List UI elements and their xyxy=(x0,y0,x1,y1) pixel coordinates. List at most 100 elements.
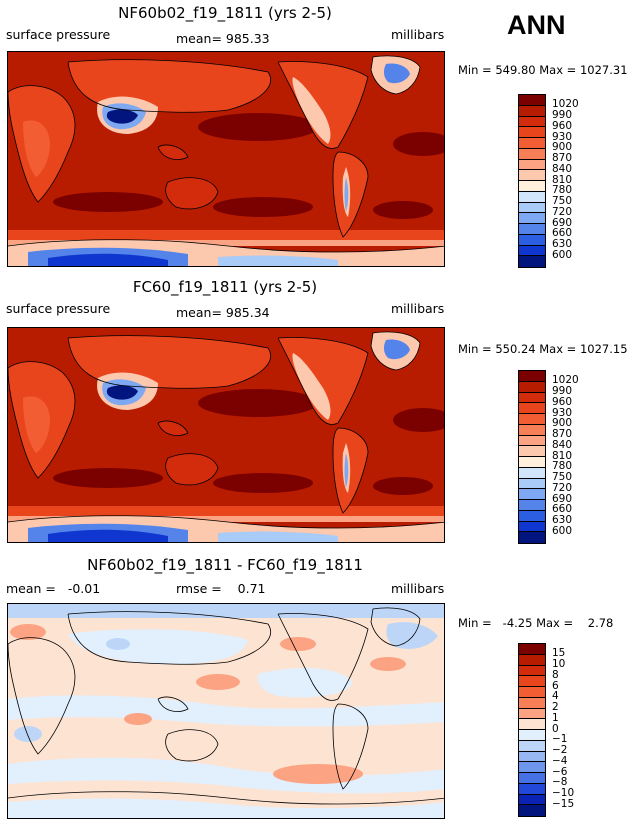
panel1-colorbar-label: 870 xyxy=(552,152,573,164)
panel2-colorbar xyxy=(518,370,546,544)
panel2-colorbar-label: 630 xyxy=(552,514,573,526)
panel3-colorbar-swatch xyxy=(519,644,545,655)
panel1-colorbar-label: 660 xyxy=(552,227,573,240)
panel3-colorbar-label: 2 xyxy=(552,701,559,713)
panel1-colorbar-label: 750 xyxy=(552,195,573,207)
panel2-map xyxy=(7,327,445,543)
panel2-colorbar-label: 1020 xyxy=(552,374,579,387)
panel3-colorbar-label: −2 xyxy=(552,744,568,756)
panel2-colorbar-label: 870 xyxy=(552,428,573,440)
panel2-colorbar-label: 960 xyxy=(552,395,573,408)
panel1-minmax: Min = 549.80 Max = 1027.31 xyxy=(458,63,628,77)
panel3-colorbar-swatch xyxy=(519,773,545,784)
panel2-colorbar-swatch xyxy=(519,435,545,447)
panel1-title: NF60b02_f19_1811 (yrs 2-5) xyxy=(118,4,332,22)
panel3-colorbar-swatch xyxy=(519,676,545,687)
panel3-colorbar-label: −8 xyxy=(552,776,568,789)
panel2-colorbar-swatch xyxy=(519,500,545,511)
panel3-minmax: Min = -4.25 Max = 2.78 xyxy=(458,616,614,630)
panel2-colorbar-swatch xyxy=(519,414,545,425)
panel1-colorbar xyxy=(518,94,546,268)
panel1-colorbar-label: 720 xyxy=(552,205,573,218)
panel3-colorbar-label: 0 xyxy=(552,722,559,735)
panel3-colorbar-label: 4 xyxy=(552,690,559,703)
panel1-colorbar-swatch xyxy=(519,245,545,257)
panel2-colorbar-swatch xyxy=(519,478,545,490)
panel3-colorbar-swatch xyxy=(519,654,545,666)
panel3-colorbar-label: 6 xyxy=(552,679,559,692)
panel2-colorbar-swatch xyxy=(519,371,545,382)
panel2-colorbar-label: 750 xyxy=(552,471,573,483)
panel3-rmse: rmse = 0.71 xyxy=(176,581,266,596)
panel2-colorbar-swatch xyxy=(519,467,545,479)
panel1-colorbar-swatch xyxy=(519,138,545,149)
panel1-map xyxy=(7,51,445,267)
panel2-colorbar-label: 690 xyxy=(552,492,573,505)
panel2-colorbar-swatch xyxy=(519,381,545,393)
panel2-colorbar-label: 990 xyxy=(552,385,573,397)
panel2-colorbar-label: 810 xyxy=(552,449,573,462)
panel2-field-label: surface pressure xyxy=(6,301,111,316)
panel3-colorbar-swatch xyxy=(519,730,545,741)
panel1-colorbar-swatch xyxy=(519,95,545,106)
panel3-title: NF60b02_f19_1811 - FC60_f19_1811 xyxy=(87,556,363,574)
panel1-colorbar-swatch xyxy=(519,234,545,246)
panel3-colorbar-swatch xyxy=(519,805,545,816)
panel3-colorbar-swatch xyxy=(519,794,545,806)
panel3-colorbar-label: 10 xyxy=(552,658,566,670)
panel1-colorbar-label: 960 xyxy=(552,119,573,132)
panel2-minmax: Min = 550.24 Max = 1027.15 xyxy=(458,342,628,356)
panel1-colorbar-swatch xyxy=(519,191,545,203)
panel3-mean: mean = -0.01 xyxy=(6,581,101,596)
panel1-colorbar-label: 600 xyxy=(552,248,573,261)
panel3-colorbar-swatch xyxy=(519,719,545,730)
panel3-units: millibars xyxy=(391,581,445,596)
panel3-colorbar-label: −15 xyxy=(552,797,575,810)
panel3-colorbar-label: 1 xyxy=(552,711,559,724)
panel3-colorbar xyxy=(518,643,546,817)
panel1-colorbar-swatch xyxy=(519,105,545,117)
panel2-colorbar-swatch xyxy=(519,510,545,522)
panel2-mean: mean= 985.34 xyxy=(176,305,270,320)
panel2-colorbar-label: 720 xyxy=(552,481,573,494)
panel2-colorbar-swatch xyxy=(519,403,545,414)
panel1-colorbar-swatch xyxy=(519,127,545,138)
panel1-field-label: surface pressure xyxy=(6,27,111,42)
panel3-colorbar-swatch xyxy=(519,687,545,698)
panel1-colorbar-swatch xyxy=(519,159,545,171)
panel1-colorbar-label: 810 xyxy=(552,173,573,186)
season-label: ANN xyxy=(507,10,566,40)
panel2-colorbar-label: 930 xyxy=(552,406,573,419)
panel2-colorbar-label: 600 xyxy=(552,524,573,537)
panel1-mean: mean= 985.33 xyxy=(176,31,270,46)
panel1-colorbar-label: 780 xyxy=(552,184,573,197)
panel2-colorbar-label: 780 xyxy=(552,460,573,473)
panel2-colorbar-swatch xyxy=(519,392,545,404)
panel3-colorbar-swatch xyxy=(519,697,545,709)
panel3-colorbar-swatch xyxy=(519,740,545,752)
panel1-colorbar-label: 690 xyxy=(552,216,573,229)
panel3-colorbar-swatch xyxy=(519,783,545,795)
panel2-colorbar-label: 660 xyxy=(552,503,573,516)
panel1-colorbar-swatch xyxy=(519,181,545,192)
panel1-colorbar-swatch xyxy=(519,202,545,214)
panel3-colorbar-label: 15 xyxy=(552,647,566,660)
panel3-colorbar-label: −10 xyxy=(552,787,575,799)
panel1-colorbar-swatch xyxy=(519,256,545,267)
panel2-colorbar-swatch xyxy=(519,457,545,468)
panel1-colorbar-swatch xyxy=(519,224,545,235)
panel1-colorbar-label: 840 xyxy=(552,162,573,175)
panel2-colorbar-swatch xyxy=(519,521,545,533)
panel1-colorbar-swatch xyxy=(519,213,545,224)
panel1-units: millibars xyxy=(391,27,445,42)
panel3-colorbar-label: −1 xyxy=(552,733,568,746)
panel1-colorbar-swatch xyxy=(519,116,545,128)
panel3-colorbar-label: −6 xyxy=(552,765,568,778)
panel2-colorbar-swatch xyxy=(519,446,545,457)
panel3-colorbar-swatch xyxy=(519,708,545,720)
panel1-colorbar-swatch xyxy=(519,148,545,160)
panel2-colorbar-swatch xyxy=(519,532,545,543)
panel3-colorbar-swatch xyxy=(519,665,545,677)
panel3-colorbar-swatch xyxy=(519,762,545,773)
panel1-colorbar-label: 1020 xyxy=(552,98,579,111)
